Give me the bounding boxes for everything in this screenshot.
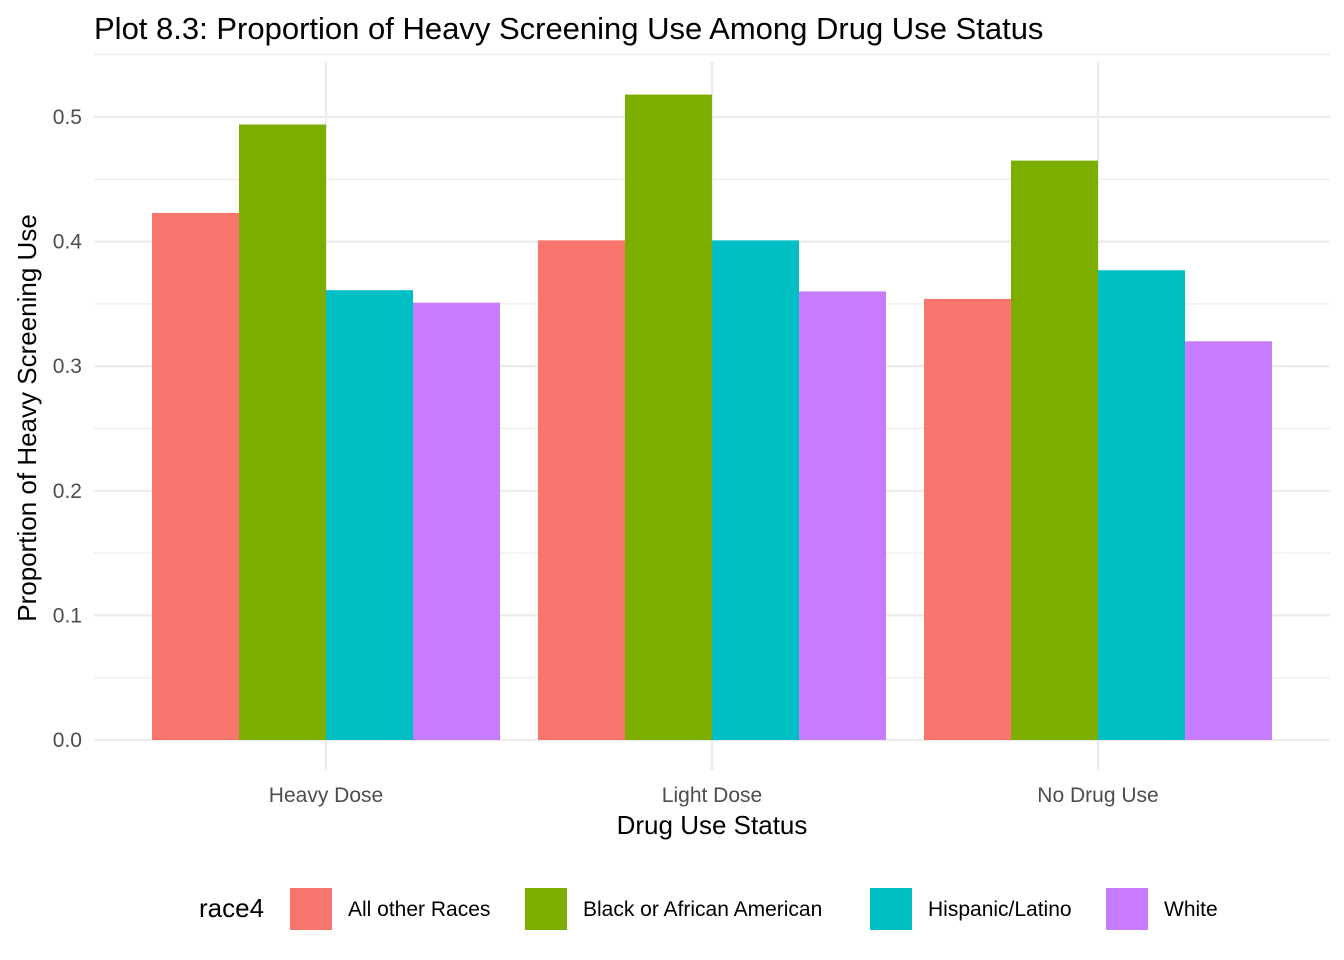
bar bbox=[326, 290, 413, 740]
bar bbox=[625, 94, 712, 740]
legend-key bbox=[870, 888, 912, 930]
bar bbox=[1011, 160, 1098, 741]
bar bbox=[712, 240, 799, 740]
bar bbox=[799, 291, 886, 740]
y-axis-title: Proportion of Heavy Screening Use bbox=[12, 214, 42, 622]
x-axis-ticks: Heavy Dose Light Dose No Drug Use bbox=[269, 784, 1159, 807]
bar bbox=[1098, 270, 1185, 740]
bar bbox=[413, 302, 500, 740]
bars bbox=[152, 94, 1272, 741]
x-axis-title: Drug Use Status bbox=[617, 810, 808, 840]
x-tick-label: No Drug Use bbox=[1037, 784, 1158, 807]
legend-label: Hispanic/Latino bbox=[928, 898, 1072, 921]
legend-key bbox=[1106, 888, 1148, 930]
y-tick-label: 0.3 bbox=[53, 355, 82, 378]
y-tick-label: 0.2 bbox=[53, 480, 82, 503]
bar bbox=[152, 212, 239, 740]
x-tick-label: Heavy Dose bbox=[269, 784, 383, 807]
legend: race4 All other Races Black or African Am… bbox=[199, 888, 1218, 930]
y-axis-ticks: 0.0 0.1 0.2 0.3 0.4 0.5 bbox=[53, 106, 83, 752]
y-tick-label: 0.0 bbox=[53, 729, 82, 752]
y-tick-label: 0.5 bbox=[53, 106, 82, 129]
legend-key bbox=[525, 888, 567, 930]
legend-label: All other Races bbox=[348, 898, 490, 921]
legend-label: Black or African American bbox=[583, 898, 822, 921]
x-tick-label: Light Dose bbox=[662, 784, 762, 807]
chart-title: Plot 8.3: Proportion of Heavy Screening … bbox=[94, 11, 1043, 46]
y-tick-label: 0.4 bbox=[53, 231, 83, 254]
legend-label: White bbox=[1164, 898, 1218, 921]
legend-key bbox=[290, 888, 332, 930]
legend-title: race4 bbox=[199, 893, 264, 923]
bar bbox=[239, 124, 326, 740]
bar bbox=[1185, 341, 1272, 740]
y-tick-label: 0.1 bbox=[53, 604, 82, 627]
bar bbox=[538, 240, 625, 740]
bar bbox=[924, 298, 1011, 740]
